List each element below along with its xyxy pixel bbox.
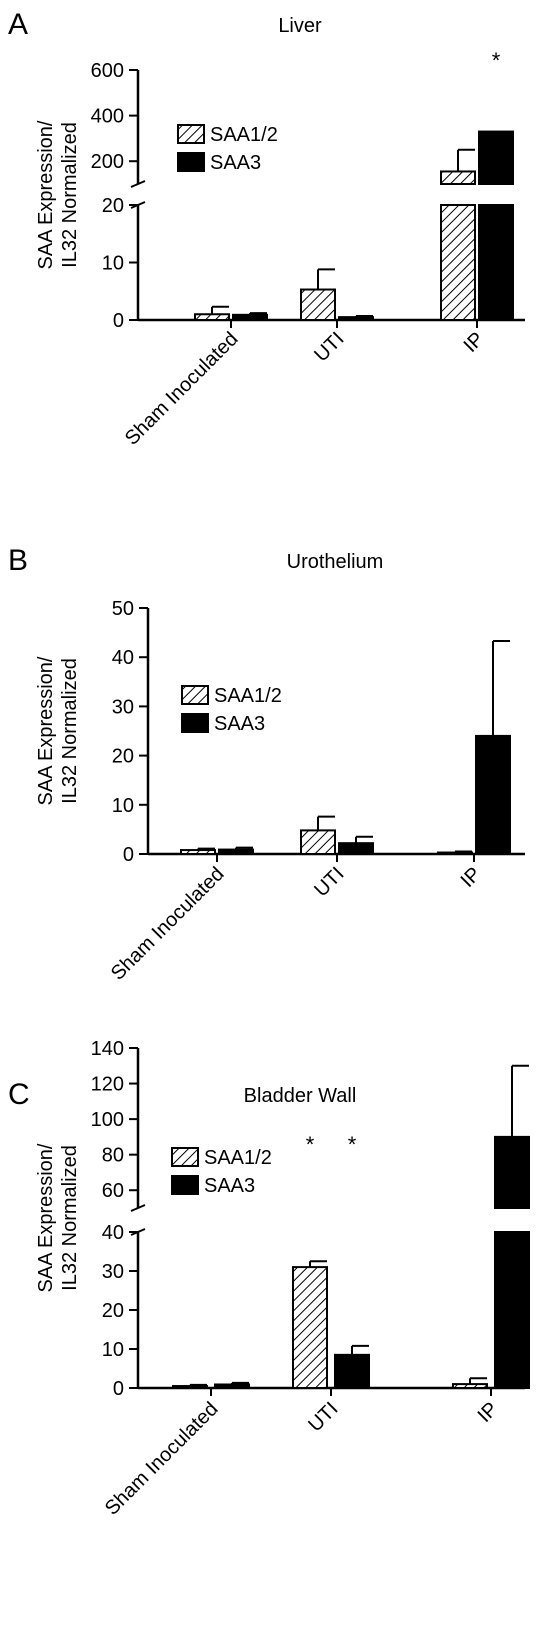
y-tick-label: 10 (112, 795, 134, 817)
legend-entry: SAA1/2 (210, 124, 278, 146)
y-tick-label: 60 (102, 1180, 124, 1202)
y-tick-label: 40 (112, 647, 134, 669)
y-tick-label: 600 (91, 60, 124, 82)
legend-entry: SAA3 (210, 152, 261, 174)
x-tick-label: IP (460, 328, 489, 357)
x-tick-label: IP (474, 1398, 503, 1427)
legend-swatch (181, 685, 209, 705)
panel-letter: B (8, 544, 28, 577)
panel-title: Liver (278, 15, 322, 37)
bar-saa3 (478, 130, 514, 185)
panel-title: Urothelium (287, 551, 384, 573)
bar-saa12 (440, 204, 476, 321)
x-tick-label: IP (457, 863, 486, 892)
y-tick-label: 400 (91, 106, 124, 128)
y-axis-label: IL32 Normalized (59, 1145, 81, 1291)
y-tick-label: 30 (102, 1261, 124, 1283)
significance-mark: * (306, 1132, 315, 1157)
y-axis-label: IL32 Normalized (59, 122, 81, 268)
bar-saa12 (292, 1266, 328, 1389)
legend-entry: SAA1/2 (214, 685, 282, 707)
y-tick-label: 100 (91, 1109, 124, 1131)
bar-saa3 (218, 848, 254, 856)
y-tick-label: 50 (112, 598, 134, 620)
y-axis-label: SAA Expression/ (35, 120, 57, 269)
bar-saa3 (214, 1383, 250, 1389)
legend-swatch (171, 1147, 199, 1167)
panel-c: C Bladder Wall SAA Expression/IL32 Normali… (8, 1038, 530, 1520)
bar-saa3 (478, 204, 514, 321)
y-axis-label: SAA Expression/ (35, 1143, 57, 1292)
x-tick-label: UTI (304, 1398, 342, 1436)
bar-saa12 (172, 1385, 208, 1390)
x-tick-label: Sham Inoculated (101, 1398, 223, 1520)
x-tick-label: Sham Inoculated (107, 863, 229, 985)
bar-saa12 (440, 170, 476, 186)
bar-saa12 (300, 829, 336, 855)
bar-saa12 (437, 851, 473, 855)
panel-a: A Liver SAA Expression/IL32 Normalized 0 10 2… (8, 8, 525, 450)
legend-entry: SAA3 (214, 713, 265, 735)
y-tick-label: 10 (102, 253, 124, 275)
y-tick-label: 0 (113, 310, 124, 332)
y-tick-label: 10 (102, 1339, 124, 1361)
panel-title: Bladder Wall (244, 1085, 357, 1107)
y-tick-label: 200 (91, 151, 124, 173)
bar-saa12 (452, 1383, 488, 1389)
panel-b: B Urothelium SAA Expression/IL32 Normalize… (8, 544, 525, 985)
y-axis-label: SAA Expression/ (35, 656, 57, 805)
axis-break-mark (130, 1204, 146, 1212)
bar-saa12 (300, 288, 336, 321)
bar-saa3 (334, 1353, 370, 1389)
y-tick-label: 140 (91, 1038, 124, 1060)
y-tick-label: 0 (113, 1378, 124, 1400)
legend-entry: SAA1/2 (204, 1147, 272, 1169)
panel-letter: A (8, 8, 28, 41)
legend-swatch (171, 1175, 199, 1195)
bar-saa3 (338, 316, 374, 321)
panel-letter: C (8, 1078, 30, 1111)
y-tick-label: 80 (102, 1145, 124, 1167)
legend-swatch (177, 124, 205, 144)
axis-break-mark (130, 180, 146, 188)
bar-saa12 (194, 313, 230, 321)
x-tick-label: Sham Inoculated (121, 328, 243, 450)
significance-mark: * (492, 48, 501, 73)
y-tick-label: 30 (112, 696, 134, 718)
y-tick-label: 20 (102, 195, 124, 217)
bar-saa3 (232, 313, 268, 322)
y-axis-label: IL32 Normalized (59, 658, 81, 804)
legend-swatch (181, 713, 209, 733)
y-tick-label: 40 (102, 1222, 124, 1244)
bar-saa3 (475, 734, 511, 855)
legend-entry: SAA3 (204, 1175, 255, 1197)
legend-swatch (177, 152, 205, 172)
bar-saa3 (494, 1231, 530, 1389)
significance-mark: * (348, 1132, 357, 1157)
x-tick-label: UTI (310, 863, 348, 901)
y-tick-label: 0 (123, 844, 134, 866)
y-tick-label: 120 (91, 1074, 124, 1096)
y-tick-label: 20 (112, 746, 134, 768)
bar-saa3 (338, 842, 374, 856)
bar-saa12 (180, 849, 216, 856)
y-tick-label: 20 (102, 1300, 124, 1322)
x-tick-label: UTI (310, 328, 348, 366)
bar-saa3 (494, 1135, 530, 1210)
